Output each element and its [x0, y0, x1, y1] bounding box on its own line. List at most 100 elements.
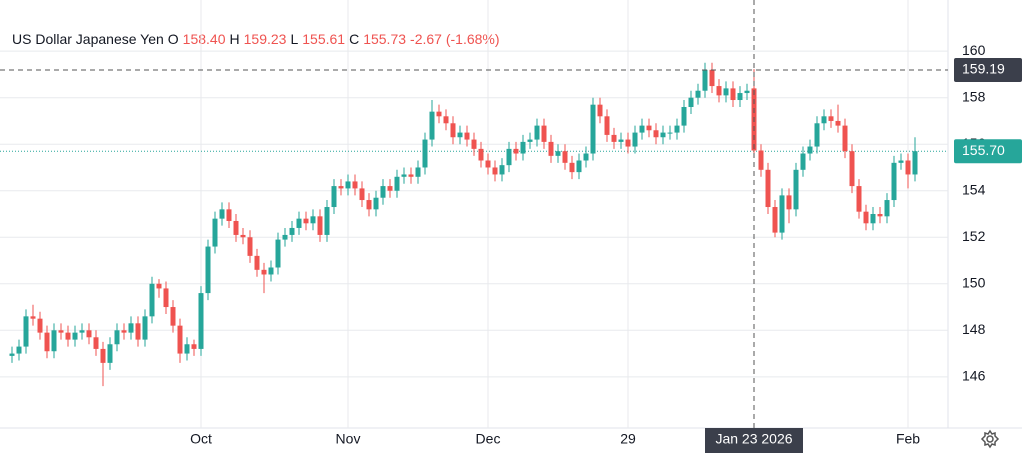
candle-body: [128, 323, 134, 333]
candle-body: [884, 200, 890, 217]
candle-body: [436, 111, 442, 117]
candle-body: [184, 344, 190, 354]
candle-body: [506, 148, 512, 166]
candle-body: [618, 139, 624, 142]
candle-body: [527, 139, 533, 142]
ohlc-key: H: [230, 31, 240, 47]
candle-body: [366, 200, 372, 210]
candle-body: [303, 218, 309, 224]
candle-body: [205, 246, 211, 294]
candle-body: [324, 207, 330, 235]
candle-body: [821, 116, 827, 124]
candle-body: [233, 220, 239, 235]
candle-body: [779, 195, 785, 233]
candle-body: [121, 330, 127, 333]
ohlc-value: 159.23: [244, 31, 287, 47]
candle-body: [681, 107, 687, 126]
candle-body: [408, 174, 414, 177]
candle-body: [163, 288, 169, 308]
candle-body: [177, 325, 183, 354]
candle-body: [877, 214, 883, 217]
candle-body: [310, 216, 316, 224]
candle-body: [373, 197, 379, 210]
x-tick-label: Nov: [336, 431, 361, 447]
settings-icon[interactable]: [980, 429, 1000, 449]
candle-body: [219, 209, 225, 219]
candle-body: [478, 148, 484, 161]
settings-icon-gear: [980, 429, 1000, 449]
candle-body: [765, 169, 771, 208]
x-tick-label: Dec: [476, 431, 501, 447]
x-tick-label: 29: [620, 431, 636, 447]
candle-body: [464, 132, 470, 140]
candle-body: [261, 269, 267, 275]
candle-body: [72, 332, 78, 340]
candle-body: [401, 174, 407, 177]
y-tick-label: 152: [962, 228, 986, 244]
candle-body: [450, 123, 456, 138]
candle-body: [275, 239, 281, 268]
last-price-label-box: [954, 139, 1022, 164]
candle-body: [345, 181, 351, 189]
candle-body: [730, 88, 736, 101]
candle-body: [114, 330, 120, 345]
last-price-label: 155.70: [962, 142, 1005, 158]
candle-body: [135, 323, 141, 340]
candle-body: [23, 316, 29, 347]
candle-body: [317, 216, 323, 235]
candle-body: [149, 283, 155, 317]
candle-body: [58, 330, 64, 333]
candle-body: [534, 125, 540, 140]
candle-body: [107, 344, 113, 363]
candle-body: [170, 307, 176, 326]
candle-body: [387, 186, 393, 191]
candle-body: [282, 234, 288, 240]
candle-body: [562, 151, 568, 163]
candle-body: [569, 162, 575, 173]
y-tick-label: 150: [962, 274, 986, 290]
candle-body: [380, 186, 386, 198]
candle-body: [583, 153, 589, 161]
candle-body: [597, 104, 603, 117]
candle-body: [492, 167, 498, 175]
candle-body: [639, 125, 645, 133]
candle-body: [667, 132, 673, 134]
settings-icon-center: [986, 435, 994, 443]
candle-body: [226, 209, 232, 221]
candle-body: [254, 255, 260, 270]
candle-body: [555, 151, 561, 156]
candle-body: [338, 186, 344, 189]
candle-body: [737, 93, 743, 101]
y-tick-label: 160: [962, 42, 986, 58]
candle-body: [513, 148, 519, 154]
candle-body: [9, 353, 15, 356]
ohlc-key: C: [349, 31, 359, 47]
price-change: -2.67 (-1.68%): [410, 31, 499, 47]
candle-body: [891, 162, 897, 201]
candle-body: [793, 169, 799, 210]
ohlc-value: 158.40: [183, 31, 226, 47]
candle-body: [415, 167, 421, 177]
crosshair-x-label-box: [705, 428, 803, 453]
candle-body: [807, 146, 813, 154]
candle-body: [611, 134, 617, 142]
y-tick-label: 154: [962, 181, 986, 197]
candle-body: [156, 283, 162, 289]
candle-body: [772, 207, 778, 233]
candle-body: [856, 186, 862, 212]
candle-body: [240, 234, 246, 238]
candle-body: [625, 139, 631, 147]
candle-body: [352, 181, 358, 189]
ohlc-value: 155.61: [302, 31, 345, 47]
candle-body: [394, 176, 400, 191]
candle-body: [499, 165, 505, 175]
candle-body: [814, 123, 820, 147]
candle-body: [44, 332, 50, 352]
crosshair-x-label: Jan 23 2026: [715, 431, 792, 447]
candle-body: [296, 218, 302, 228]
candle-body: [653, 130, 659, 138]
candle-body: [30, 316, 36, 319]
candle-body: [16, 346, 22, 354]
y-tick-label: 146: [962, 368, 986, 384]
candle-body: [716, 86, 722, 96]
